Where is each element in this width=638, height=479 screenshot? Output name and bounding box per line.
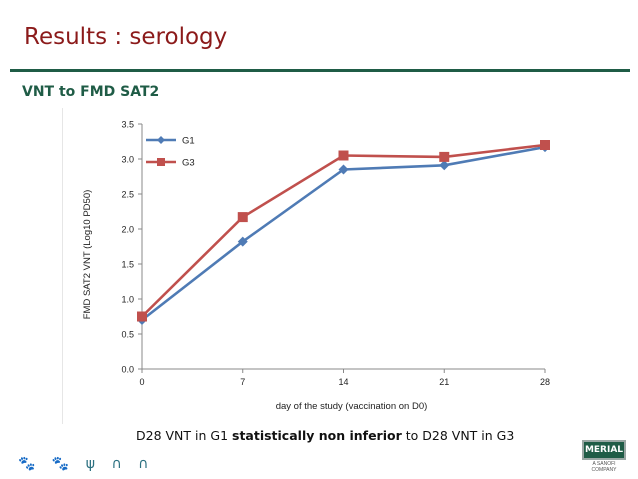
conclusion-pre: D28 VNT in G1 xyxy=(136,428,232,443)
data-point-G3 xyxy=(338,150,349,161)
animal-icons: 🐾 🐾 ψ ∩ ∩ xyxy=(18,456,155,472)
legend-marker-G3 xyxy=(157,158,165,166)
x-tick-label: 14 xyxy=(338,377,348,387)
title-divider xyxy=(10,69,630,72)
data-point-G3 xyxy=(540,140,550,150)
x-tick-label: 0 xyxy=(139,377,144,387)
legend-label-G3: G3 xyxy=(182,158,195,169)
y-tick-label: 1.5 xyxy=(121,260,134,270)
line-chart: 0.0 0.5 1.0 1.5 2.0 2.5 3.0 3.5 0 7 14 21 28 day of t… xyxy=(62,108,550,424)
y-tick-label: 0.5 xyxy=(121,330,134,340)
logo-box: MERIAL xyxy=(582,440,626,460)
y-tick-label: 1.0 xyxy=(121,295,134,305)
y-tick-label: 3.5 xyxy=(121,120,134,130)
y-axis-label: FMD SAT2 VNT (Log10 PD50) xyxy=(82,190,93,320)
conclusion-bold: statistically non inferior xyxy=(232,428,402,443)
x-tick-label: 21 xyxy=(439,377,449,387)
y-tick-label: 0.0 xyxy=(121,365,134,375)
legend-label-G1: G1 xyxy=(182,136,195,147)
slide-title: Results : serology xyxy=(24,24,228,50)
conclusion-text: D28 VNT in G1 statistically non inferior… xyxy=(136,428,514,443)
data-point-G1 xyxy=(338,164,349,175)
logo-subtext: A SANOFI COMPANY xyxy=(591,461,617,473)
y-tick-label: 3.0 xyxy=(121,155,134,165)
data-point-G3 xyxy=(237,212,248,223)
data-point-G3 xyxy=(439,151,450,162)
data-point-G1 xyxy=(237,236,248,247)
x-tick-label: 7 xyxy=(240,377,245,387)
x-axis-label: day of the study (vaccination on D0) xyxy=(276,401,428,412)
y-tick-label: 2.5 xyxy=(121,190,134,200)
data-point-G3 xyxy=(137,311,147,322)
chart-subtitle: VNT to FMD SAT2 xyxy=(22,84,160,100)
merial-logo: MERIAL A SANOFI COMPANY xyxy=(582,440,626,473)
x-tick-label: 28 xyxy=(540,377,550,387)
chart-area: 0.0 0.5 1.0 1.5 2.0 2.5 3.0 3.5 0 7 14 21 28 day of t… xyxy=(62,104,572,424)
data-point-G1 xyxy=(439,160,450,171)
legend-marker-G1 xyxy=(157,136,165,144)
conclusion-post: to D28 VNT in G3 xyxy=(401,428,515,443)
y-tick-label: 2.0 xyxy=(121,225,134,235)
